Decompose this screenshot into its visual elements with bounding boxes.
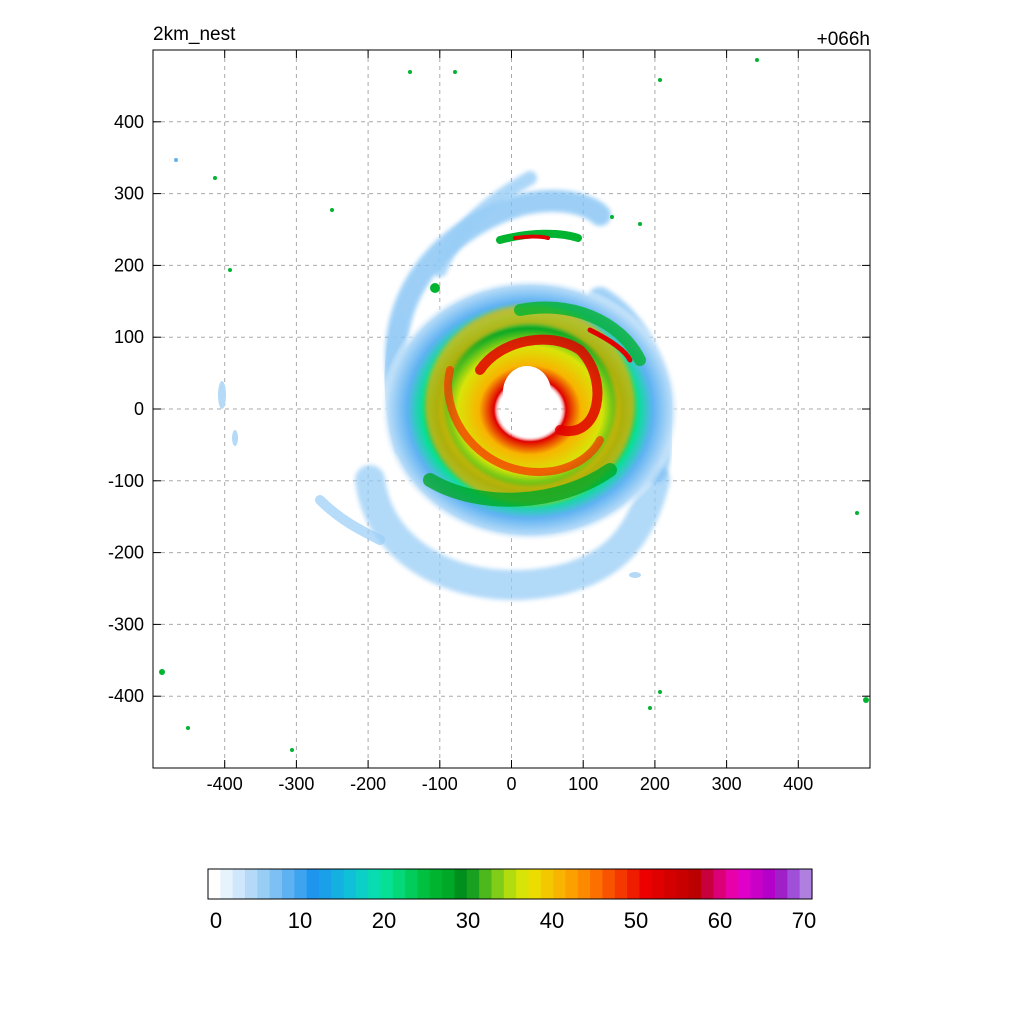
outer-rainband-north-peak	[513, 234, 550, 240]
storm-eye	[503, 366, 551, 418]
colorbar-swatch	[380, 869, 394, 899]
colorbar-swatch	[429, 869, 443, 899]
title-left: 2km_nest	[153, 24, 236, 45]
colorbar-tick-labels: 0 10 20 30 40 50 60 70	[210, 908, 816, 933]
colorbar-tick-label: 0	[210, 908, 222, 933]
colorbar-swatch	[244, 869, 258, 899]
colorbar-swatch	[343, 869, 357, 899]
colorbar-swatch	[269, 869, 283, 899]
x-axis: -400 -300 -200 -100 0 100 200 300 400	[207, 50, 813, 794]
colorbar-swatch	[750, 869, 764, 899]
colorbar-swatch	[738, 869, 751, 899]
x-tick-label: 400	[783, 774, 813, 794]
colorbar-swatch	[775, 869, 788, 899]
y-tick-label: 300	[114, 184, 144, 204]
isolated-cells	[159, 58, 869, 752]
colorbar-swatch	[257, 869, 271, 899]
y-tick-label: 100	[114, 327, 144, 347]
x-tick-label: -300	[278, 774, 314, 794]
y-tick-label: -300	[108, 614, 144, 634]
colorbar-swatch	[491, 869, 505, 899]
colorbar-swatch	[232, 869, 246, 899]
colorbar-swatch	[528, 869, 542, 899]
x-tick-label: -100	[422, 774, 458, 794]
colorbar-tick-label: 20	[372, 908, 396, 933]
colorbar-swatch	[602, 869, 616, 899]
colorbar-swatch	[627, 869, 641, 899]
x-tick-label: -400	[207, 774, 243, 794]
colorbar-swatch	[454, 869, 468, 899]
colorbar-tick-label: 60	[708, 908, 732, 933]
x-tick-label: -200	[350, 774, 386, 794]
title-right: +066h	[817, 29, 870, 50]
colorbar-swatch	[577, 869, 591, 899]
x-tick-label: 100	[568, 774, 598, 794]
spiral-band-ne-peak	[587, 327, 633, 363]
spiral-band-ne	[514, 301, 646, 366]
y-axis: -400 -300 -200 -100 0 100 200 300 400	[108, 112, 870, 706]
eyewall-spiral-strong	[475, 334, 603, 437]
colorbar-tick-label: 50	[624, 908, 648, 933]
colorbar-frame	[207, 868, 813, 900]
y-tick-label: 0	[134, 399, 144, 419]
colorbar-swatch	[516, 869, 530, 899]
isolated-light-echoes	[218, 381, 641, 578]
colorbar-swatch	[799, 869, 813, 899]
colorbar-swatch	[553, 869, 567, 899]
reflectivity-field	[159, 58, 869, 752]
x-tick-label: 0	[506, 774, 516, 794]
colorbar-swatch	[762, 869, 776, 899]
colorbar-swatch	[565, 869, 579, 899]
colorbar-swatch	[664, 869, 678, 899]
colorbar-swatch	[405, 869, 419, 899]
colorbar-swatch	[294, 869, 308, 899]
y-tick-label: -100	[108, 471, 144, 491]
colorbar-swatch	[355, 869, 369, 899]
colorbar-swatch	[331, 869, 345, 899]
y-tick-label: -400	[108, 686, 144, 706]
colorbar-swatch	[281, 869, 295, 899]
y-tick-label: -200	[108, 543, 144, 563]
y-tick-label: 200	[114, 255, 144, 275]
colorbar-swatch	[417, 869, 431, 899]
colorbar-swatch	[787, 869, 801, 899]
y-tick-label: 400	[114, 112, 144, 132]
colorbar-swatch	[540, 869, 554, 899]
outer-rainband-north-core	[496, 229, 582, 244]
colorbar-swatch	[306, 869, 320, 899]
colorbar	[207, 868, 813, 900]
colorbar-tick-label: 30	[456, 908, 480, 933]
spiral-band-green	[423, 463, 617, 507]
colorbar-swatch	[442, 869, 456, 899]
colorbar-swatch	[208, 869, 221, 899]
colorbar-swatch	[688, 869, 702, 899]
eyewall-spiral-west	[444, 366, 604, 476]
x-tick-label: 200	[640, 774, 670, 794]
colorbar-swatch	[503, 869, 517, 899]
colorbar-swatch	[318, 869, 332, 899]
colorbar-tick-label: 10	[288, 908, 312, 933]
colorbar-swatch	[614, 869, 628, 899]
colorbar-swatch	[713, 869, 727, 899]
outer-rainband-southwest	[315, 495, 385, 545]
colorbar-swatch	[220, 869, 234, 899]
colorbar-tick-label: 40	[540, 908, 564, 933]
colorbar-swatch	[676, 869, 690, 899]
colorbar-tick-label: 70	[792, 908, 816, 933]
colorbar-swatch	[466, 869, 480, 899]
colorbar-swatch	[701, 869, 714, 899]
colorbar-swatch	[590, 869, 604, 899]
outer-rainband-top	[433, 171, 537, 277]
colorbar-swatch	[651, 869, 665, 899]
colorbar-swatch	[479, 869, 493, 899]
outer-rainband-south	[355, 465, 670, 601]
colorbar-swatch	[725, 869, 739, 899]
colorbar-swatch	[639, 869, 653, 899]
colorbar-swatch	[392, 869, 406, 899]
colorbar-swatch	[368, 869, 382, 899]
x-tick-label: 300	[712, 774, 742, 794]
